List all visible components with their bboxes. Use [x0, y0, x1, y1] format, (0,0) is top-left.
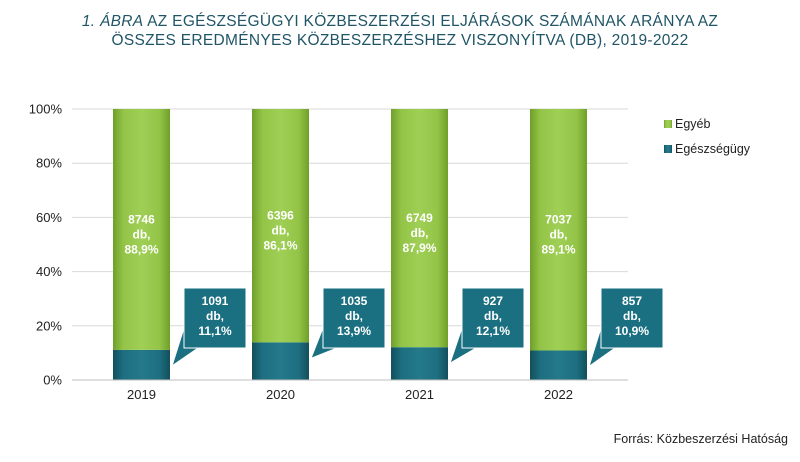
bar-egyeb — [113, 109, 170, 350]
data-label-egyeb: db, — [133, 227, 151, 241]
y-tick-label: 60% — [36, 210, 62, 225]
data-label-egeszsegugy: 1091 — [202, 294, 229, 308]
bars — [113, 109, 587, 380]
y-tick-label: 0% — [43, 373, 62, 388]
data-label-egyeb: 89,1% — [541, 243, 575, 257]
bar-egyeb — [391, 109, 448, 348]
legend: Egyéb Egészségügy — [664, 117, 751, 156]
data-label-egeszsegugy: 10,9% — [615, 324, 649, 338]
legend-label: Egészségügy — [675, 142, 751, 156]
bar-egeszsegugy — [252, 342, 309, 380]
y-tick-label: 100% — [29, 102, 63, 117]
data-label-egyeb: 88,9% — [124, 242, 158, 256]
bar-egeszsegugy — [113, 349, 170, 380]
data-label-egyeb: 6396 — [267, 209, 294, 223]
data-label-egyeb: 8746 — [128, 212, 155, 226]
data-label-egeszsegugy: db, — [345, 309, 363, 323]
data-label-egyeb: 6749 — [406, 211, 433, 225]
figure-number: 1. ÁBRA — [81, 13, 144, 30]
data-label-egeszsegugy: 927 — [483, 294, 503, 308]
legend-swatch — [664, 145, 672, 153]
legend-label: Egyéb — [675, 117, 710, 131]
data-label-egyeb: 7037 — [545, 213, 572, 227]
data-label-egyeb: db, — [411, 226, 429, 240]
source-note: Forrás: Közbeszerzési Hatóság — [613, 432, 788, 446]
y-axis: 0% 20% 40% 60% 80% 100% — [29, 102, 63, 388]
bar-egyeb — [530, 109, 587, 351]
x-axis: 2019 2020 2021 2022 — [72, 379, 628, 402]
bar-egeszsegugy — [391, 347, 448, 380]
title-line-1: AZ EGÉSZSÉGÜGYI KÖZBESZERZÉSI ELJÁRÁSOK … — [143, 13, 719, 30]
x-tick-label: 2021 — [405, 387, 434, 402]
data-labels: 8746db,88,9%1091db,11,1%6396db,86,1%1035… — [124, 209, 664, 368]
data-label-egeszsegugy: db, — [623, 309, 641, 323]
bar-egeszsegugy — [530, 350, 587, 380]
callout-box — [600, 287, 664, 349]
bar-egyeb — [252, 109, 309, 343]
data-label-egeszsegugy: 11,1% — [198, 324, 232, 338]
data-label-egeszsegugy: 857 — [622, 294, 642, 308]
x-tick-label: 2020 — [266, 387, 295, 402]
data-label-egyeb: db, — [272, 224, 290, 238]
x-tick-label: 2022 — [544, 387, 573, 402]
x-tick-label: 2019 — [127, 387, 156, 402]
data-label-egyeb: 86,1% — [263, 239, 297, 253]
callout-box — [183, 287, 247, 349]
data-label-egyeb: 87,9% — [402, 241, 436, 255]
data-label-egeszsegugy: 12,1% — [476, 324, 510, 338]
callout-box — [461, 287, 525, 349]
chart-title: 1. ÁBRA AZ EGÉSZSÉGÜGYI KÖZBESZERZÉSI EL… — [0, 12, 800, 50]
legend-swatch — [664, 120, 672, 128]
y-tick-label: 80% — [36, 156, 62, 171]
y-tick-label: 20% — [36, 318, 62, 333]
title-line-2: ÖSSZES EREDMÉNYES KÖZBESZERZÉSHEZ VISZON… — [111, 32, 689, 49]
data-label-egeszsegugy: 13,9% — [337, 324, 371, 338]
data-label-egeszsegugy: 1035 — [341, 294, 368, 308]
data-label-egeszsegugy: db, — [484, 309, 502, 323]
data-label-egeszsegugy: db, — [206, 309, 224, 323]
data-label-egyeb: db, — [550, 228, 568, 242]
callout-box — [322, 287, 386, 349]
y-tick-label: 40% — [36, 264, 62, 279]
